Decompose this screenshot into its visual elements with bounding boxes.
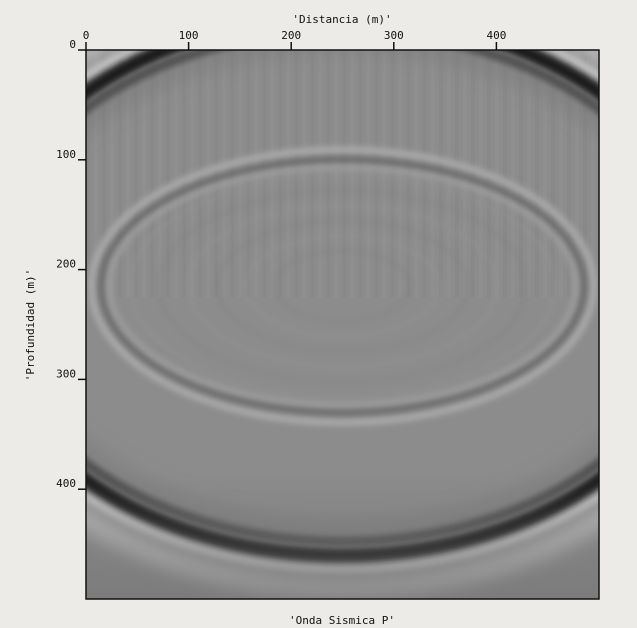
noise-stripe — [494, 50, 499, 298]
y-tick-label: 200 — [56, 258, 76, 271]
noise-stripe — [246, 50, 251, 298]
x-tick-label: 400 — [486, 29, 506, 42]
noise-stripe — [550, 50, 555, 298]
ripple-ring — [273, 249, 412, 323]
ripple-ring — [128, 173, 557, 399]
secondary-wavefront-band — [106, 165, 579, 407]
x-tick-label: 0 — [83, 29, 90, 42]
noise-stripe — [350, 50, 355, 298]
plot-frame — [85, 49, 600, 600]
noise-stripe — [542, 50, 547, 298]
secondary-wavefront-band — [98, 156, 587, 416]
y-tick-label: 300 — [56, 367, 76, 380]
noise-stripe — [326, 50, 331, 298]
noise-stripe — [462, 50, 467, 298]
noise-stripe — [302, 50, 307, 298]
x-tick-label: 100 — [179, 29, 199, 42]
noise-stripe — [526, 50, 531, 298]
noise-stripe — [470, 50, 475, 298]
noise-stripe — [182, 50, 187, 298]
x-tick-label: 200 — [281, 29, 301, 42]
noise-stripe — [214, 50, 219, 298]
noise-stripe — [534, 50, 539, 298]
noise-stripe — [150, 50, 155, 298]
ripple-ring — [215, 218, 470, 354]
noise-stripe — [502, 50, 507, 298]
ripple-ring — [186, 203, 499, 369]
noise-stripe — [318, 50, 323, 298]
noise-stripe — [582, 50, 587, 298]
y-tick-label: 400 — [56, 477, 76, 490]
noise-stripe — [510, 50, 515, 298]
y-tick-label: 0 — [69, 38, 76, 51]
noise-stripe — [118, 50, 123, 298]
noise-stripe — [310, 50, 315, 298]
noise-stripe — [94, 50, 99, 298]
noise-stripe — [158, 50, 163, 298]
y-axis-label: 'Profundidad (m)' — [24, 269, 37, 382]
y-tick-label: 100 — [56, 148, 76, 161]
noise-stripe — [590, 50, 595, 298]
noise-stripe — [518, 50, 523, 298]
heatmap-area — [86, 50, 599, 599]
noise-stripe — [166, 50, 171, 298]
secondary-wavefront-band — [87, 146, 598, 426]
noise-stripe — [374, 50, 379, 298]
noise-stripe — [134, 50, 139, 298]
noise-stripe — [382, 50, 387, 298]
chart-bottom-label: 'Onda Sismica P' — [289, 614, 395, 627]
noise-stripe — [366, 50, 371, 298]
noise-stripe — [390, 50, 395, 298]
noise-stripe — [102, 50, 107, 298]
noise-stripe — [294, 50, 299, 298]
noise-stripe — [430, 50, 435, 298]
x-axis-top: 0 100 200 300 400 — [83, 29, 506, 50]
noise-stripe — [574, 50, 579, 298]
chart-title: 'Distancia (m)' — [292, 13, 391, 26]
noise-stripe — [174, 50, 179, 298]
bottom-shading — [86, 470, 599, 599]
ripple-ring — [157, 188, 528, 384]
noise-stripe — [558, 50, 563, 298]
noise-stripe — [358, 50, 363, 298]
y-axis-left: 0 100 200 300 400 — [56, 38, 86, 490]
noise-stripe — [126, 50, 131, 298]
noise-stripe — [254, 50, 259, 298]
noise-stripe — [566, 50, 571, 298]
ripple-ring — [244, 234, 441, 339]
noise-stripe — [110, 50, 115, 298]
noise-stripe — [86, 50, 91, 298]
noise-stripe — [142, 50, 147, 298]
x-tick-label: 300 — [384, 29, 404, 42]
